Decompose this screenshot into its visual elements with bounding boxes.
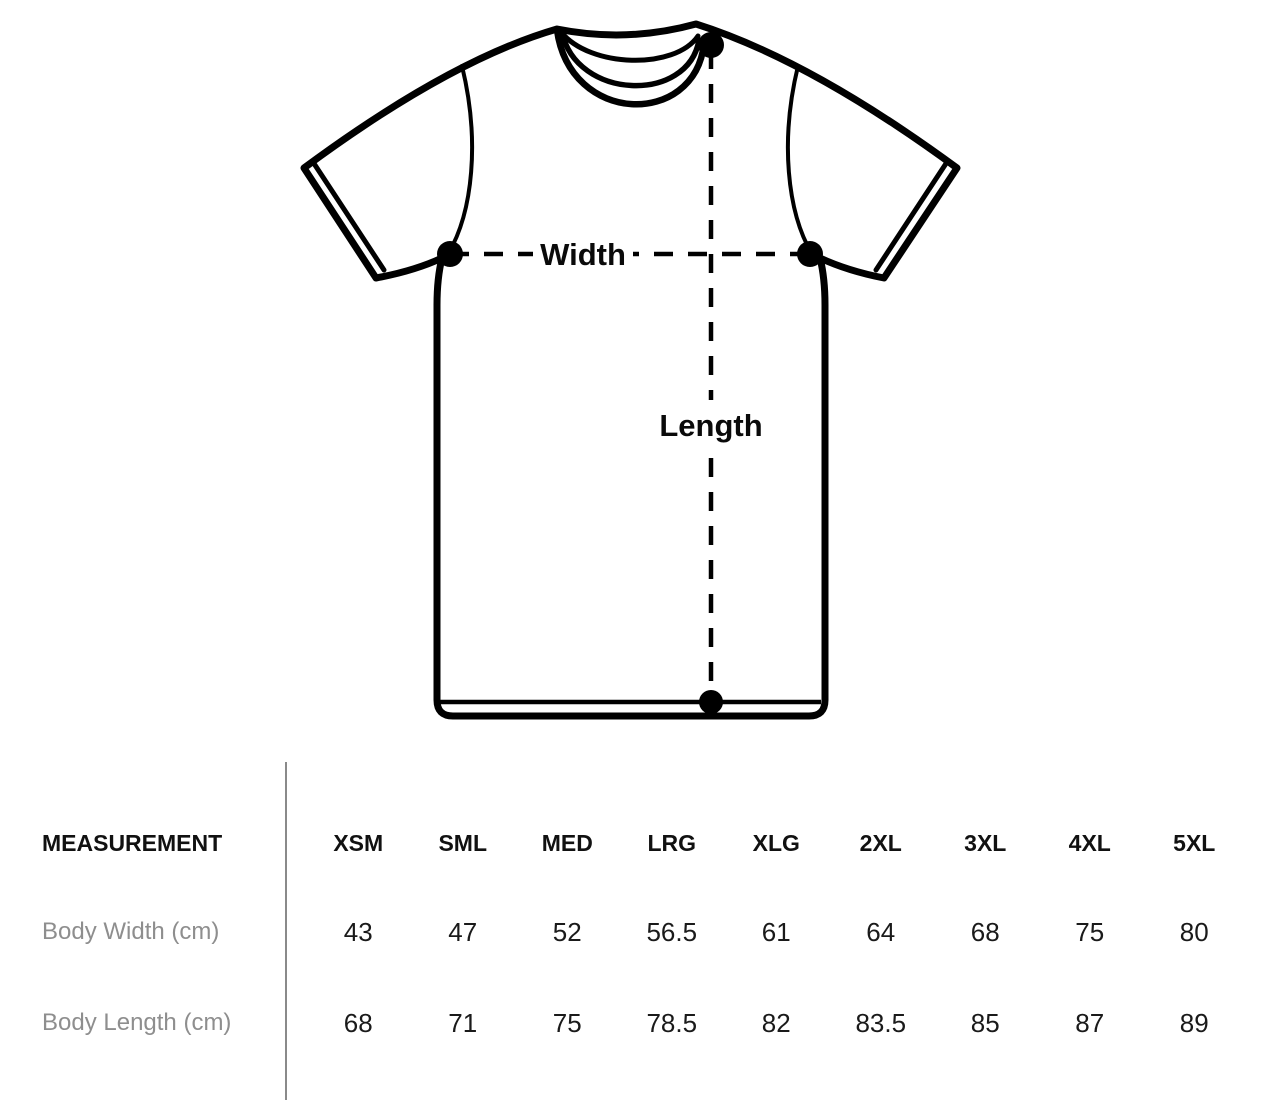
tshirt-outline — [300, 20, 961, 720]
column-header-xlg: XLG — [752, 829, 800, 856]
width-right-dot — [797, 241, 823, 267]
length-bottom-dot — [699, 690, 723, 714]
width-left-dot — [437, 241, 463, 267]
column-header-3xl: 3XL — [964, 829, 1007, 856]
body-width-2xl: 64 — [866, 916, 896, 947]
body-width-med: 52 — [552, 916, 582, 947]
table-row-body-length: Body Length (cm) 68 71 75 78.5 82 83.5 8… — [0, 1006, 1266, 1040]
body-length-lrg: 78.5 — [646, 1007, 698, 1038]
table-divider — [285, 762, 287, 1100]
width-label-mask — [533, 234, 633, 274]
body-width-sml: 47 — [448, 916, 478, 947]
collar-outer-line — [553, 26, 708, 108]
size-table: MEASUREMENT XSM SML MED LRG XLG 2XL 3XL … — [0, 750, 1266, 1106]
width-measure-label: Width — [540, 237, 626, 272]
body-length-2xl: 83.5 — [855, 1007, 907, 1038]
right-armhole-seam — [785, 64, 814, 256]
body-width-5xl: 80 — [1179, 916, 1209, 947]
body-width-xsm: 43 — [343, 916, 373, 947]
body-length-4xl: 87 — [1075, 1007, 1105, 1038]
column-header-lrg: LRG — [647, 829, 697, 856]
body-width-4xl: 75 — [1075, 916, 1105, 947]
collar-inner-line — [559, 29, 702, 89]
column-header-5xl: 5XL — [1173, 829, 1216, 856]
body-length-sml: 71 — [448, 1007, 478, 1038]
body-length-xlg: 82 — [761, 1007, 791, 1038]
table-header-row: MEASUREMENT XSM SML MED LRG XLG 2XL 3XL … — [0, 826, 1266, 860]
length-top-dot — [698, 32, 724, 58]
body-length-med: 75 — [552, 1007, 582, 1038]
column-header-4xl: 4XL — [1068, 829, 1111, 856]
body-length-3xl: 85 — [970, 1007, 1000, 1038]
column-header-measurement: MEASUREMENT — [42, 829, 223, 856]
left-cuff-seam — [310, 159, 387, 273]
column-header-sml: SML — [438, 829, 488, 856]
body-length-xsm: 68 — [343, 1007, 373, 1038]
row-label-body-width: Body Width (cm) — [42, 918, 220, 945]
column-header-2xl: 2XL — [859, 829, 902, 856]
tshirt-diagram: Width Length — [300, 20, 961, 720]
row-label-body-length: Body Length (cm) — [42, 1009, 232, 1036]
column-header-med: MED — [541, 829, 593, 856]
body-width-xlg: 61 — [761, 916, 791, 947]
length-measure-label: Length — [659, 408, 762, 443]
table-row-body-width: Body Width (cm) 43 47 52 56.5 61 64 68 7… — [0, 915, 1266, 949]
collar-back-line — [558, 29, 701, 63]
left-armhole-seam — [446, 64, 475, 256]
body-width-lrg: 56.5 — [646, 916, 698, 947]
right-cuff-seam — [873, 159, 950, 273]
tshirt-diagram-svg: Width Length — [300, 20, 961, 720]
length-label-mask — [654, 400, 770, 446]
body-length-5xl: 89 — [1179, 1007, 1209, 1038]
column-header-xsm: XSM — [333, 829, 384, 856]
body-width-3xl: 68 — [970, 916, 1000, 947]
